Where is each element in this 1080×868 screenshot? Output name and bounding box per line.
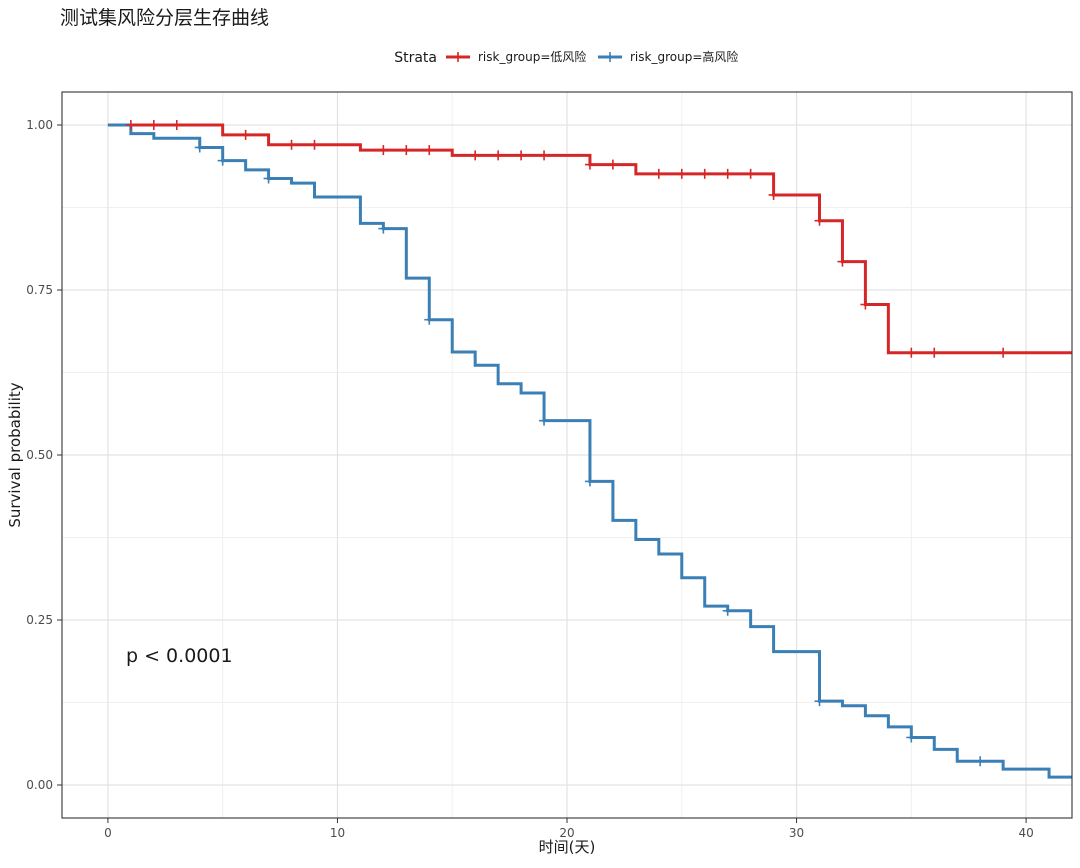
- x-tick-label: 20: [559, 826, 574, 840]
- x-axis: 0 10 20 30 40: [104, 818, 1034, 840]
- legend-items: risk_group=低风险 risk_group=高风险: [446, 49, 738, 64]
- y-axis: 0.00 0.25 0.50 0.75 1.00: [26, 118, 62, 792]
- legend: Strata risk_group=低风险 risk_group=高风险: [394, 49, 738, 66]
- y-tick-label: 0.75: [26, 283, 53, 297]
- x-axis-label: 时间(天): [539, 838, 596, 856]
- p-value-annotation: p < 0.0001: [126, 645, 233, 667]
- x-tick-label: 10: [330, 826, 345, 840]
- legend-label: risk_group=高风险: [630, 49, 738, 64]
- y-tick-label: 1.00: [26, 118, 53, 132]
- legend-label: risk_group=低风险: [478, 49, 586, 64]
- x-tick-label: 0: [104, 826, 112, 840]
- chart-title: 测试集风险分层生存曲线: [60, 7, 269, 29]
- y-tick-label: 0.00: [26, 778, 53, 792]
- x-tick-label: 30: [789, 826, 804, 840]
- y-axis-label: Survival probability: [6, 382, 24, 527]
- legend-title: Strata: [394, 50, 437, 66]
- survival-curve-low-risk: [107, 123, 1072, 355]
- y-tick-label: 0.50: [26, 448, 53, 462]
- grid-lines: [62, 92, 1072, 818]
- y-tick-label: 0.25: [26, 613, 53, 627]
- x-tick-label: 40: [1018, 826, 1033, 840]
- censor-marks: [125, 120, 1009, 767]
